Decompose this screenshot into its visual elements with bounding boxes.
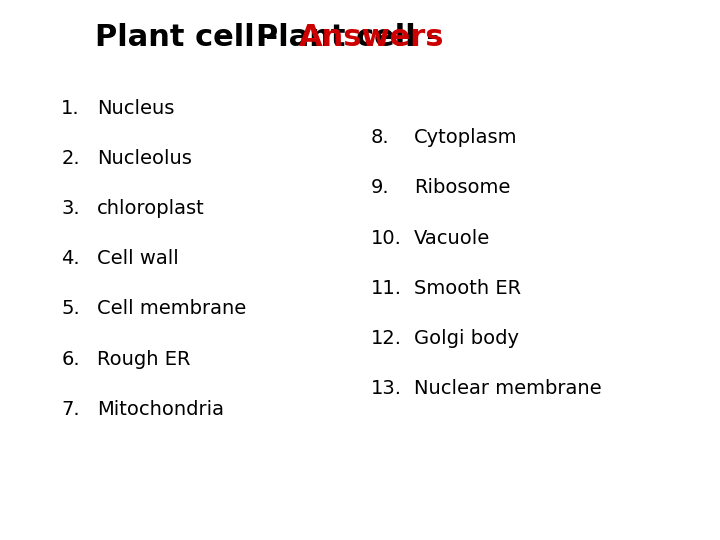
Text: Nucleus: Nucleus (97, 98, 174, 118)
Text: Plant cell -: Plant cell - (51, 23, 256, 52)
Text: Cytoplasm: Cytoplasm (414, 128, 518, 147)
Text: Nucleolus: Nucleolus (97, 148, 192, 168)
Text: Rough ER: Rough ER (97, 349, 191, 369)
Text: Cell wall: Cell wall (97, 249, 179, 268)
Text: 12.: 12. (371, 329, 402, 348)
Text: Plant cell -: Plant cell - (94, 23, 299, 52)
Text: Smooth ER: Smooth ER (414, 279, 521, 298)
Text: Plant cell -: Plant cell - (256, 23, 460, 52)
Text: 3.: 3. (61, 199, 80, 218)
Text: 9.: 9. (371, 178, 390, 198)
Text: Ribosome: Ribosome (414, 178, 510, 198)
Text: 10.: 10. (371, 228, 402, 248)
Text: 7.: 7. (61, 400, 80, 419)
Text: Mitochondria: Mitochondria (97, 400, 224, 419)
Text: 5.: 5. (61, 299, 80, 319)
Text: 1.: 1. (61, 98, 80, 118)
Text: chloroplast: chloroplast (97, 199, 205, 218)
Text: 6.: 6. (61, 349, 80, 369)
Text: 11.: 11. (371, 279, 402, 298)
Text: 4.: 4. (61, 249, 80, 268)
Text: 13.: 13. (371, 379, 402, 399)
Text: Answers: Answers (299, 23, 444, 52)
Text: Cell membrane: Cell membrane (97, 299, 246, 319)
Text: 8.: 8. (371, 128, 390, 147)
Text: Vacuole: Vacuole (414, 228, 490, 248)
Text: 2.: 2. (61, 148, 80, 168)
Text: Nuclear membrane: Nuclear membrane (414, 379, 602, 399)
Text: Golgi body: Golgi body (414, 329, 519, 348)
